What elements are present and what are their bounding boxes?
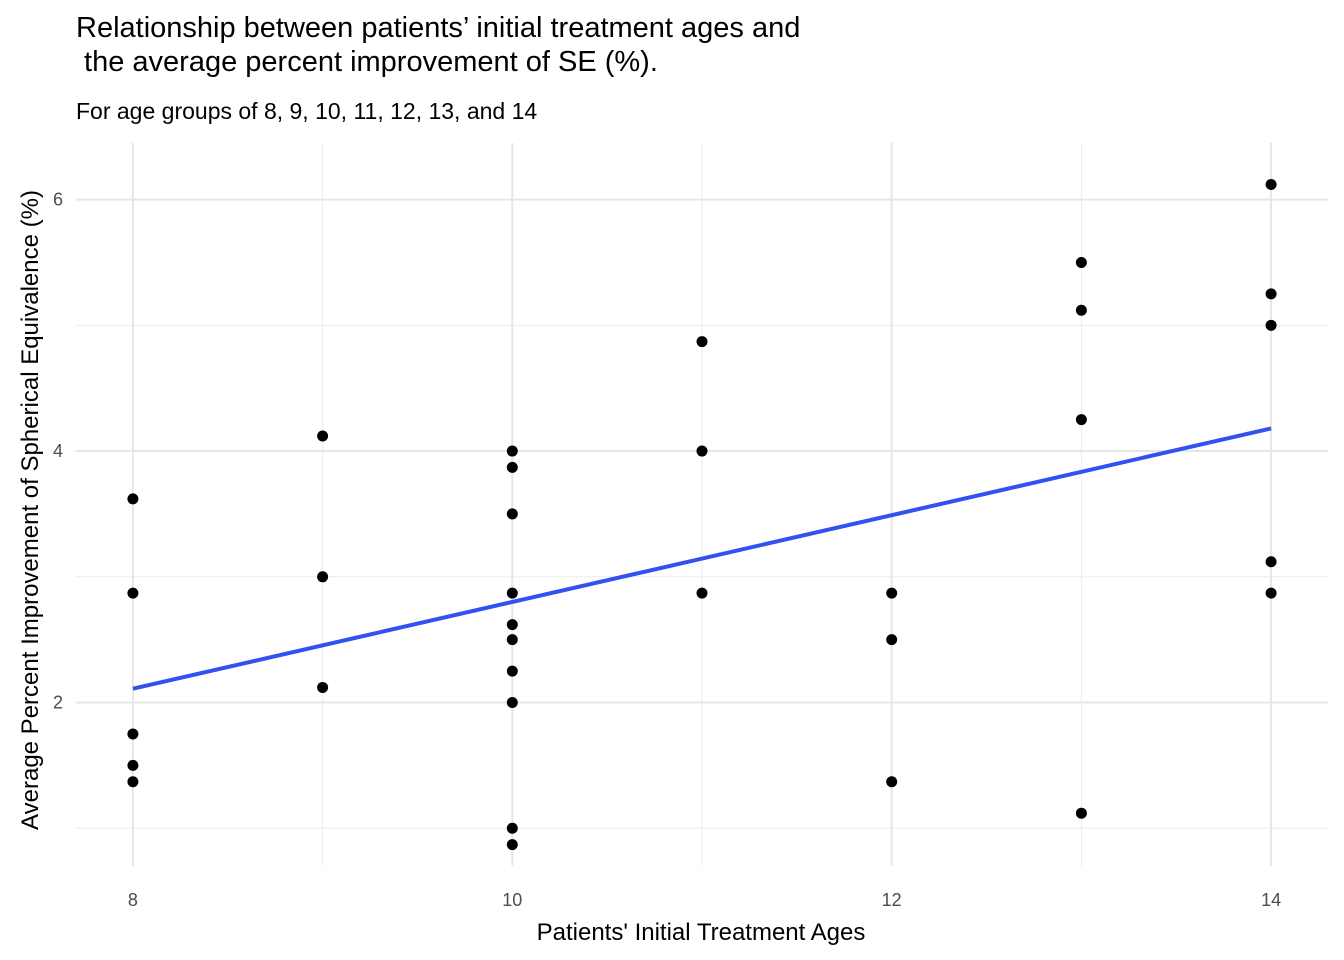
data-point [317,571,329,583]
data-point [1075,304,1087,316]
chart-title-line-1: Relationship between patients’ initial t… [76,12,801,44]
data-point [1265,587,1277,599]
data-point [886,587,898,599]
x-tick-label: 12 [882,890,902,910]
data-point [1075,414,1087,426]
data-point [696,336,708,348]
x-tick-labels: 8 10 12 14 [128,890,1281,910]
trend-line [132,426,1272,691]
data-point [886,634,898,646]
data-point [1265,319,1277,331]
data-point [317,681,329,693]
data-point [506,587,518,599]
data-point [506,445,518,457]
x-tick-label: 14 [1261,890,1281,910]
y-tick-label: 4 [53,441,63,461]
data-point [1265,288,1277,300]
chart-title-line-2: the average percent improvement of SE (%… [76,46,658,78]
x-axis-title: Patients' Initial Treatment Ages [537,919,866,946]
data-point [506,839,518,851]
data-point [506,665,518,677]
data-point [1075,256,1087,268]
data-point [696,587,708,599]
data-point [1265,556,1277,568]
data-point [1075,807,1087,819]
y-tick-labels: 2 4 6 [53,190,63,713]
trend-line-group [132,426,1272,691]
data-point [317,430,329,442]
data-point [127,493,139,505]
data-point [506,461,518,473]
data-point [506,822,518,834]
data-point [506,619,518,631]
minor-grid [76,143,1328,866]
data-point [127,759,139,771]
y-axis-title: Average Percent Improvement of Spherical… [17,190,44,830]
data-point [506,508,518,520]
data-point [1265,178,1277,190]
data-points [127,178,1277,851]
x-tick-label: 8 [128,890,138,910]
data-point [506,634,518,646]
data-point [127,728,139,740]
data-point [127,587,139,599]
data-point [886,776,898,788]
data-point [127,776,139,788]
y-tick-label: 2 [53,693,63,713]
chart-subtitle: For age groups of 8, 9, 10, 11, 12, 13, … [76,98,538,124]
data-point [696,445,708,457]
y-tick-label: 6 [53,190,63,210]
x-tick-label: 10 [502,890,522,910]
data-point [506,697,518,709]
